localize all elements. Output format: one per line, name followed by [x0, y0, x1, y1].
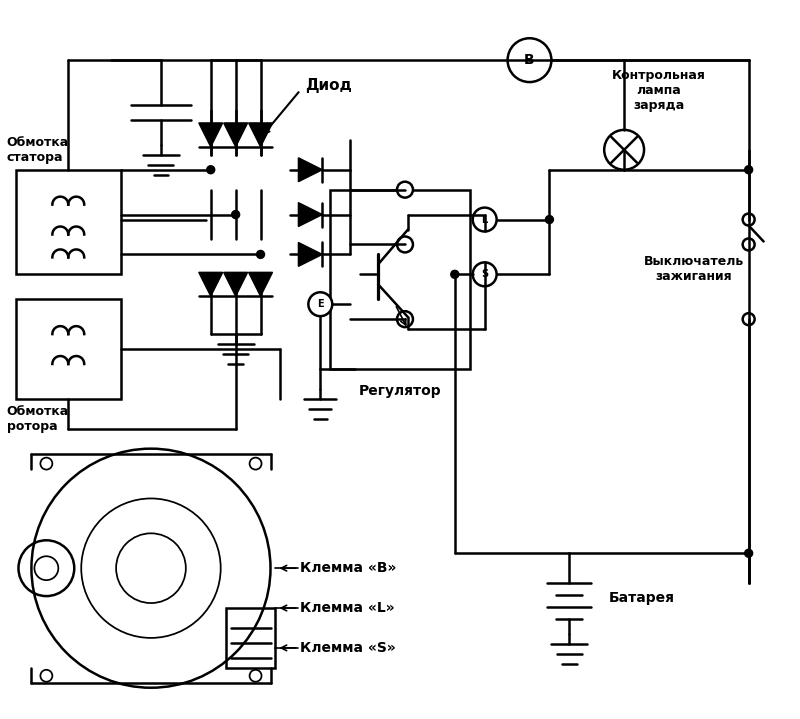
Circle shape	[40, 457, 52, 470]
Circle shape	[473, 208, 497, 232]
Text: Диод: Диод	[306, 78, 352, 93]
Circle shape	[745, 166, 753, 174]
Circle shape	[257, 250, 265, 258]
Bar	[17, 170, 121, 275]
Circle shape	[397, 311, 413, 327]
Text: L: L	[482, 214, 488, 224]
Text: Выключатель
зажигания: Выключатель зажигания	[644, 255, 744, 283]
Polygon shape	[298, 157, 322, 182]
Text: B: B	[524, 53, 535, 67]
Text: Клемма «S»: Клемма «S»	[300, 641, 396, 655]
Text: Обмотка
ротора: Обмотка ротора	[6, 405, 69, 433]
Text: Контрольная
лампа
заряда: Контрольная лампа заряда	[612, 68, 706, 111]
Circle shape	[397, 182, 413, 198]
Circle shape	[232, 211, 240, 219]
Circle shape	[308, 292, 332, 316]
Circle shape	[250, 457, 262, 470]
Circle shape	[473, 262, 497, 286]
Text: Клемма «B»: Клемма «B»	[300, 562, 397, 575]
Circle shape	[451, 270, 458, 278]
Circle shape	[206, 166, 214, 174]
Circle shape	[742, 313, 754, 325]
Polygon shape	[298, 203, 322, 226]
Circle shape	[604, 130, 644, 170]
Polygon shape	[249, 273, 273, 296]
Polygon shape	[298, 242, 322, 266]
Polygon shape	[198, 273, 222, 296]
Circle shape	[40, 670, 52, 682]
Circle shape	[507, 38, 551, 82]
Circle shape	[742, 214, 754, 226]
Text: Обмотка
статора: Обмотка статора	[6, 136, 69, 164]
Polygon shape	[198, 123, 222, 147]
Polygon shape	[249, 123, 273, 147]
Circle shape	[546, 216, 554, 224]
Text: Клемма «L»: Клемма «L»	[300, 601, 395, 615]
Circle shape	[745, 549, 753, 557]
Polygon shape	[224, 123, 247, 147]
Circle shape	[397, 237, 413, 252]
Circle shape	[250, 670, 262, 682]
Bar	[330, 190, 470, 369]
Text: Регулятор: Регулятор	[358, 384, 442, 398]
Circle shape	[742, 239, 754, 250]
Bar	[17, 299, 121, 399]
Text: S: S	[481, 270, 488, 279]
Text: Батарея: Батарея	[609, 591, 675, 605]
Bar	[226, 608, 275, 668]
Polygon shape	[224, 273, 247, 296]
Text: E: E	[317, 299, 324, 309]
